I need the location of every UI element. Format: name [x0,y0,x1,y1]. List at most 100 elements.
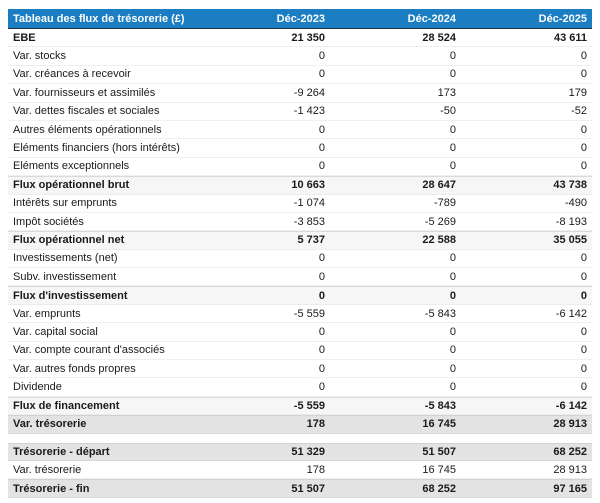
cell-value: 68 252 [553,445,587,458]
row-label: Flux opérationnel brut [13,179,130,192]
table-row: Flux opérationnel net 5 737 22 588 35 05… [8,231,592,250]
cell-value: 10 663 [291,179,325,192]
row-label: Intérêts sur emprunts [13,197,117,210]
table-row: Trésorerie - fin 51 507 68 252 97 165 [8,479,592,498]
cell-value: 0 [318,123,325,136]
cell-value: 0 [580,160,587,173]
cell-value: 0 [318,252,325,265]
cell-value: 0 [318,68,325,81]
row-label: Var. autres fonds propres [13,362,136,375]
cell-value: 28 647 [422,179,456,192]
cell-value: 35 055 [553,234,587,247]
table-row: Investissements (net) 0 0 0 [8,249,592,269]
cell-value: 0 [318,325,325,338]
row-spacer [8,433,592,443]
cell-value: 21 350 [291,31,325,44]
table-row: Var. trésorerie 178 16 745 28 913 [8,460,592,480]
row-label: Dividende [13,381,62,394]
row-label: Investissements (net) [13,252,118,265]
table-row: Var. autres fonds propres 0 0 0 [8,360,592,379]
table-row: Var. compte courant d'associés 0 0 0 [8,341,592,361]
cell-value: 16 745 [422,463,456,476]
row-label: Var. capital social [13,325,98,338]
table-row: Var. emprunts -5 559 -5 843 -6 142 [8,304,592,324]
cell-value: 0 [580,362,587,375]
row-label: Var. trésorerie [13,463,82,476]
cell-value: 0 [580,344,587,357]
cell-value: 0 [318,50,325,63]
cell-value: -1 074 [293,197,325,210]
table-row: Flux opérationnel brut 10 663 28 647 43 … [8,176,592,195]
row-label: Trésorerie - fin [13,482,90,495]
row-label: Flux de financement [13,400,120,412]
table-row: Var. trésorerie 178 16 745 28 913 [8,415,592,434]
table-row: Flux d'investissement 0 0 0 [8,286,592,305]
row-label: Flux d'investissement [13,289,128,302]
cell-value: 0 [318,381,325,394]
cell-value: -490 [564,197,587,210]
cell-value: 28 913 [553,418,587,431]
table-row: Flux de financement -5 559 -5 843 -6 142 [8,396,592,416]
cell-value: 68 252 [422,482,456,495]
row-label: Var. trésorerie [13,418,87,431]
cell-value: -50 [440,105,456,118]
cell-value: -6 142 [555,400,587,412]
cell-value: 0 [580,50,587,63]
cell-value: -789 [433,197,456,210]
cell-value: 0 [580,68,587,81]
cell-value: 0 [449,123,456,136]
table-title: Tableau des flux de trésorerie (£) [13,12,185,25]
cell-value: -8 193 [555,215,587,228]
cell-value: 5 737 [297,234,325,247]
cell-value: 0 [580,252,587,265]
cell-value: 0 [580,142,587,155]
cell-value: 0 [449,325,456,338]
cell-value: 16 745 [422,418,456,431]
cell-value: 173 [437,86,456,99]
cell-value: 0 [449,362,456,375]
table-row: Eléments exceptionnels 0 0 0 [8,157,592,177]
cell-value: 0 [318,160,325,173]
row-label: Autres éléments opérationnels [13,123,162,136]
table-row: Intérêts sur emprunts -1 074 -789 -490 [8,194,592,213]
row-label: Eléments financiers (hors intérêts) [13,142,180,155]
cell-value: -5 559 [293,400,325,412]
column-header-dec-2025: Déc-2025 [538,12,587,25]
row-label: Var. dettes fiscales et sociales [13,105,160,118]
cell-value: 0 [449,68,456,81]
cell-value: -3 853 [293,215,325,228]
table-row: Var. stocks 0 0 0 [8,47,592,66]
cell-value: 0 [449,270,456,283]
row-label: Var. compte courant d'associés [13,344,165,357]
row-label: Eléments exceptionnels [13,160,130,173]
cell-value: 178 [306,418,325,431]
cell-value: 0 [449,289,456,302]
column-header-dec-2024: Déc-2024 [407,12,456,25]
row-label: Subv. investissement [13,270,117,283]
cashflow-table: Tableau des flux de trésorerie (£) Déc-2… [8,9,592,498]
cell-value: -52 [571,105,587,118]
cell-value: 43 738 [553,179,587,192]
cell-value: -5 269 [424,215,456,228]
table-row: EBE 21 350 28 524 43 611 [8,29,592,48]
cell-value: -9 264 [293,86,325,99]
row-label: Var. fournisseurs et assimilés [13,86,156,99]
table-body: EBE 21 350 28 524 43 611 Var. stocks 0 0… [8,29,592,498]
cell-value: 0 [580,381,587,394]
table-row: Var. fournisseurs et assimilés -9 264 17… [8,84,592,103]
cell-value: 0 [318,142,325,155]
cell-value: 0 [449,142,456,155]
table-row: Autres éléments opérationnels 0 0 0 [8,120,592,140]
cell-value: 0 [580,270,587,283]
table-row: Var. dettes fiscales et sociales -1 423 … [8,102,592,121]
cell-value: 0 [580,123,587,136]
row-label: Flux opérationnel net [13,234,125,247]
cell-value: -5 843 [424,400,456,412]
row-label: Var. emprunts [13,307,81,320]
table-row: Dividende 0 0 0 [8,378,592,397]
cell-value: 22 588 [422,234,456,247]
table-row: Var. capital social 0 0 0 [8,323,592,342]
cell-value: 0 [449,381,456,394]
cell-value: -6 142 [555,307,587,320]
cell-value: 178 [306,463,325,476]
